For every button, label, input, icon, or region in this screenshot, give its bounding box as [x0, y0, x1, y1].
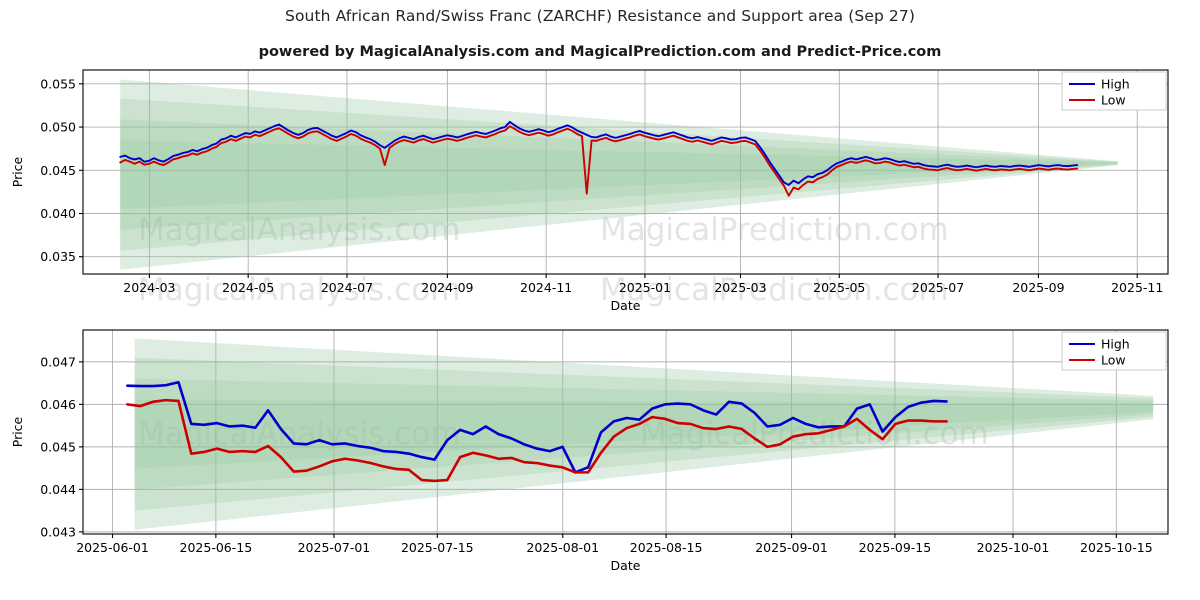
- y-tick-label: 0.040: [40, 206, 76, 221]
- y-tick-label: 0.047: [40, 354, 76, 369]
- y-axis-label: Price: [10, 156, 25, 187]
- y-tick-label: 0.050: [40, 120, 76, 135]
- y-tick-label: 0.043: [40, 524, 76, 539]
- upper-chart-svg: MagicalAnalysis.com MagicalPrediction.com…: [10, 69, 1169, 313]
- watermark: MagicalPrediction.com: [600, 212, 949, 248]
- y-tick-label: 0.035: [40, 249, 76, 264]
- y-tick-label: 0.044: [40, 482, 76, 497]
- series-group: [125, 380, 948, 483]
- legend-box: [1061, 331, 1167, 371]
- y-tick-label: 0.045: [40, 163, 76, 178]
- gridlines: [83, 330, 1168, 534]
- x-axis-label: Date: [611, 558, 641, 573]
- x-tick-label: 2025-07: [912, 280, 964, 295]
- lower-chart-svg: MagicalAnalysis.com MagicalPrediction.com…: [10, 329, 1169, 573]
- x-tick-label: 2025-11: [1111, 280, 1163, 295]
- x-tick-label: 2025-03: [714, 280, 766, 295]
- x-tick-label: 2024-03: [123, 280, 175, 295]
- x-tick-label: 2025-10-01: [977, 540, 1050, 555]
- x-tick-label: 2025-06-01: [76, 540, 149, 555]
- legend-label-high: High: [1101, 77, 1130, 92]
- x-tick-label: 2025-01: [619, 280, 671, 295]
- x-tick-label: 2025-05: [813, 280, 865, 295]
- x-axis-label: Date: [611, 298, 641, 313]
- legend-label-high: High: [1101, 337, 1130, 352]
- x-tick-label: 2025-09-01: [755, 540, 828, 555]
- x-tick-label: 2025-09: [1012, 280, 1064, 295]
- plot-frame: [82, 69, 1169, 275]
- x-tick-label: 2025-09-15: [859, 540, 932, 555]
- x-tick-label: 2025-10-15: [1080, 540, 1153, 555]
- x-tick-label: 2025-08-01: [526, 540, 599, 555]
- legend-box: [1061, 71, 1167, 111]
- page-title: South African Rand/Swiss Franc (ZARCHF) …: [285, 7, 915, 25]
- page-subtitle: powered by MagicalAnalysis.com and Magic…: [258, 44, 942, 60]
- y-axis-label: Price: [10, 416, 25, 447]
- y-tick-label: 0.055: [40, 76, 76, 91]
- series-line-low: [125, 398, 948, 483]
- series-group: [119, 120, 1079, 197]
- y-tick-label: 0.046: [40, 397, 76, 412]
- series-line-high: [125, 380, 948, 474]
- x-tick-label: 2024-07: [321, 280, 373, 295]
- x-tick-label: 2024-09: [421, 280, 473, 295]
- series-line-high: [119, 120, 1079, 186]
- watermark: MagicalPrediction.com: [600, 272, 949, 308]
- x-tick-label: 2024-05: [222, 280, 274, 295]
- watermark: MagicalAnalysis.com: [138, 272, 460, 308]
- support-resistance-band: [134, 338, 1154, 530]
- lower-chart: MagicalAnalysis.com MagicalPrediction.com…: [0, 322, 1200, 600]
- gridlines: [83, 70, 1168, 274]
- legend-label-low: Low: [1101, 353, 1126, 368]
- x-tick-label: 2025-07-15: [401, 540, 474, 555]
- y-tick-label: 0.045: [40, 439, 76, 454]
- x-tick-label: 2025-08-15: [630, 540, 703, 555]
- y-axis: 0.035 0.040 0.045 0.050 0.055: [40, 76, 83, 264]
- x-tick-label: 2025-07-01: [298, 540, 371, 555]
- upper-chart: MagicalAnalysis.com MagicalPrediction.com…: [0, 62, 1200, 322]
- x-tick-label: 2025-06-15: [180, 540, 253, 555]
- x-axis: 2024-03 2024-05 2024-07 2024-09 2024-11 2025-…: [123, 274, 1163, 295]
- watermark: MagicalAnalysis.com: [138, 212, 460, 248]
- plot-frame: [82, 329, 1169, 535]
- x-axis: 2025-06-01 2025-06-15 2025-07-01 2025-07-15…: [76, 534, 1153, 555]
- x-tick-label: 2024-11: [520, 280, 572, 295]
- legend-label-low: Low: [1101, 93, 1126, 108]
- series-line-low: [119, 125, 1079, 197]
- y-axis: 0.043 0.044 0.045 0.046 0.047: [40, 354, 83, 539]
